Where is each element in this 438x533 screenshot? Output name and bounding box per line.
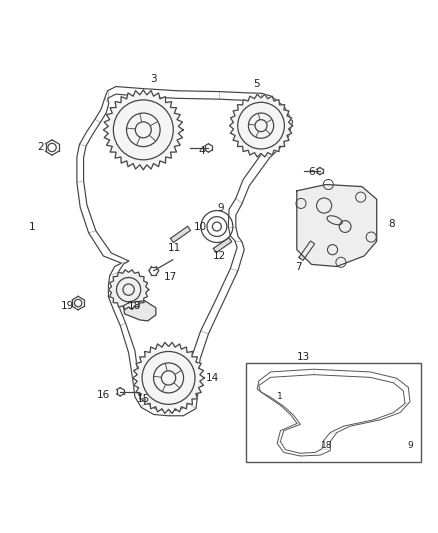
Text: 19: 19 xyxy=(61,302,74,311)
Polygon shape xyxy=(109,270,149,310)
Text: 11: 11 xyxy=(168,243,181,253)
Polygon shape xyxy=(296,420,321,445)
Text: 8: 8 xyxy=(388,220,395,229)
Text: 9: 9 xyxy=(218,203,224,213)
Polygon shape xyxy=(306,439,326,452)
Polygon shape xyxy=(103,90,183,170)
Bar xyxy=(246,363,421,462)
Polygon shape xyxy=(170,227,191,243)
Polygon shape xyxy=(124,301,156,321)
Text: 3: 3 xyxy=(151,75,157,84)
Text: 16: 16 xyxy=(97,390,110,400)
Text: 1: 1 xyxy=(277,392,283,401)
Text: 4: 4 xyxy=(199,146,205,156)
Text: 6: 6 xyxy=(308,167,315,177)
Text: 9: 9 xyxy=(407,441,413,450)
Polygon shape xyxy=(299,241,314,261)
Text: 7: 7 xyxy=(296,262,302,271)
Text: 5: 5 xyxy=(254,78,260,88)
Polygon shape xyxy=(297,184,377,266)
Text: 14: 14 xyxy=(206,373,219,383)
Text: 18: 18 xyxy=(128,302,141,311)
Polygon shape xyxy=(133,342,204,414)
Text: 15: 15 xyxy=(137,394,150,404)
Text: 17: 17 xyxy=(164,272,177,282)
Text: 1: 1 xyxy=(28,222,35,231)
Polygon shape xyxy=(213,238,232,253)
Text: 10: 10 xyxy=(194,222,207,231)
Text: 2: 2 xyxy=(37,142,44,152)
Text: 13: 13 xyxy=(297,352,310,362)
Polygon shape xyxy=(230,94,293,157)
Text: 12: 12 xyxy=(212,251,226,261)
Text: 18: 18 xyxy=(321,441,332,450)
